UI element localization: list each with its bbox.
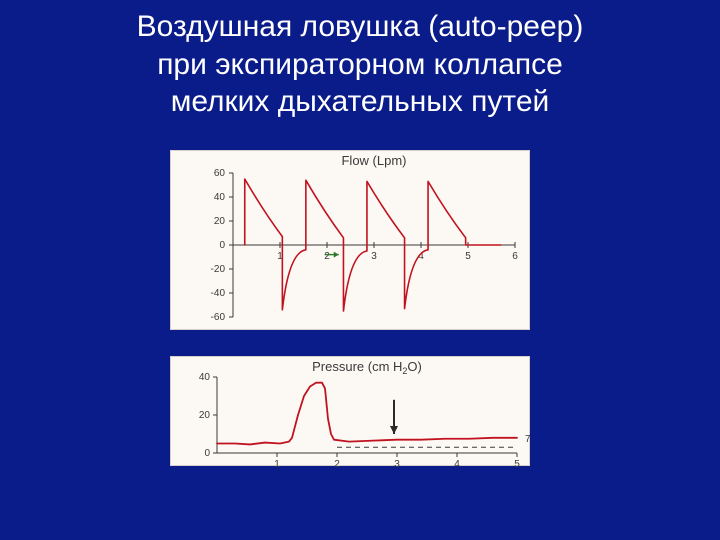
pressure-chart: Pressure (cm H2O) 40 20 0 1 2 3 4 5 7 bbox=[171, 357, 531, 467]
svg-text:2: 2 bbox=[334, 459, 340, 467]
svg-text:40: 40 bbox=[199, 372, 211, 383]
svg-text:3: 3 bbox=[371, 251, 377, 262]
title-line-1: Воздушная ловушка (auto-peep) bbox=[137, 10, 584, 43]
title-line-2: при экспираторном коллапсе bbox=[157, 48, 563, 81]
pressure-chart-panel: Pressure (cm H2O) 40 20 0 1 2 3 4 5 7 bbox=[170, 356, 530, 466]
svg-text:Pressure (cm H2O): Pressure (cm H2O) bbox=[312, 359, 422, 376]
svg-text:-20: -20 bbox=[211, 264, 226, 275]
svg-text:Flow (Lpm): Flow (Lpm) bbox=[341, 153, 406, 168]
svg-text:0: 0 bbox=[219, 240, 225, 251]
svg-text:40: 40 bbox=[214, 192, 226, 203]
svg-text:2: 2 bbox=[324, 251, 330, 262]
svg-text:5: 5 bbox=[514, 459, 520, 467]
svg-text:3: 3 bbox=[394, 459, 400, 467]
svg-text:-60: -60 bbox=[211, 312, 226, 323]
svg-text:20: 20 bbox=[214, 216, 226, 227]
title-line-3: мелких дыхательных путей bbox=[171, 85, 550, 118]
slide-title: Воздушная ловушка (auto-peep) при экспир… bbox=[0, 0, 720, 121]
svg-text:0: 0 bbox=[204, 448, 210, 459]
svg-text:1: 1 bbox=[274, 459, 280, 467]
svg-text:-40: -40 bbox=[211, 288, 226, 299]
svg-text:4: 4 bbox=[454, 459, 460, 467]
slide: Воздушная ловушка (auto-peep) при экспир… bbox=[0, 0, 720, 540]
svg-text:7: 7 bbox=[525, 434, 531, 445]
svg-text:6: 6 bbox=[512, 251, 518, 262]
svg-text:60: 60 bbox=[214, 168, 226, 179]
svg-text:5: 5 bbox=[465, 251, 471, 262]
flow-chart: Flow (Lpm)6040200-20-40-60123456 bbox=[171, 151, 531, 331]
flow-chart-panel: Flow (Lpm)6040200-20-40-60123456 bbox=[170, 150, 530, 330]
svg-text:20: 20 bbox=[199, 410, 211, 421]
